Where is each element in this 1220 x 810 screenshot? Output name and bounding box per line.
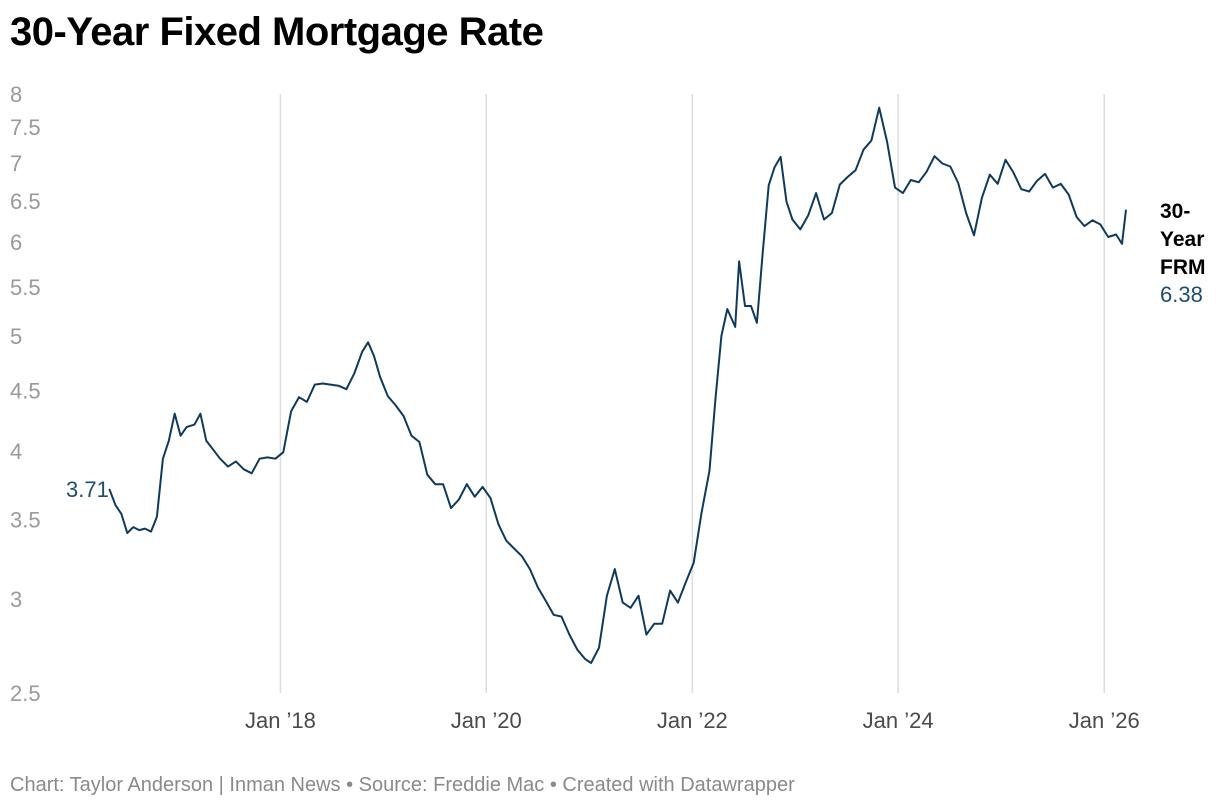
y-tick-label-2: 7 [10, 151, 22, 176]
y-tick-label-9: 3.5 [10, 508, 41, 533]
chart-line-labels: 3.71 30- Year FRM 6.38 [66, 200, 1206, 502]
chart-gridlines [279, 94, 1105, 693]
y-tick-label-10: 3 [10, 587, 22, 612]
y-tick-label-1: 7.5 [10, 115, 41, 140]
x-tick-label-2: Jan ’22 [657, 708, 728, 733]
series-line-0 [108, 106, 1127, 664]
y-tick-label-0: 8 [10, 82, 22, 107]
y-axis-ticks: 8 7.5 7 6.5 6 5.5 5 4.5 4 3.5 3 2.5 [10, 82, 41, 706]
x-tick-label-4: Jan ’26 [1069, 708, 1140, 733]
end-series-name-line-3: FRM [1160, 256, 1206, 279]
y-tick-label-7: 4.5 [10, 378, 41, 403]
x-tick-label-1: Jan ’20 [451, 708, 522, 733]
end-value-label: 6.38 [1160, 282, 1203, 307]
x-axis-ticks: Jan ’18 Jan ’20 Jan ’22 Jan ’24 Jan ’26 [245, 708, 1140, 733]
y-tick-label-11: 2.5 [10, 681, 41, 706]
x-tick-label-0: Jan ’18 [245, 708, 316, 733]
chart-series [108, 106, 1127, 664]
y-tick-label-8: 4 [10, 439, 22, 464]
start-value-label: 3.71 [66, 477, 109, 502]
y-tick-label-4: 6 [10, 230, 22, 255]
end-series-name-line-2: Year [1160, 228, 1204, 251]
chart-source-footer: Chart: Taylor Anderson | Inman News • So… [10, 774, 795, 796]
end-series-name-line-1: 30- [1160, 200, 1190, 223]
y-tick-label-5: 5.5 [10, 275, 41, 300]
page-title: 30-Year Fixed Mortgage Rate [10, 10, 544, 54]
x-tick-label-3: Jan ’24 [863, 708, 934, 733]
y-tick-label-6: 5 [10, 324, 22, 349]
y-tick-label-3: 6.5 [10, 189, 41, 214]
